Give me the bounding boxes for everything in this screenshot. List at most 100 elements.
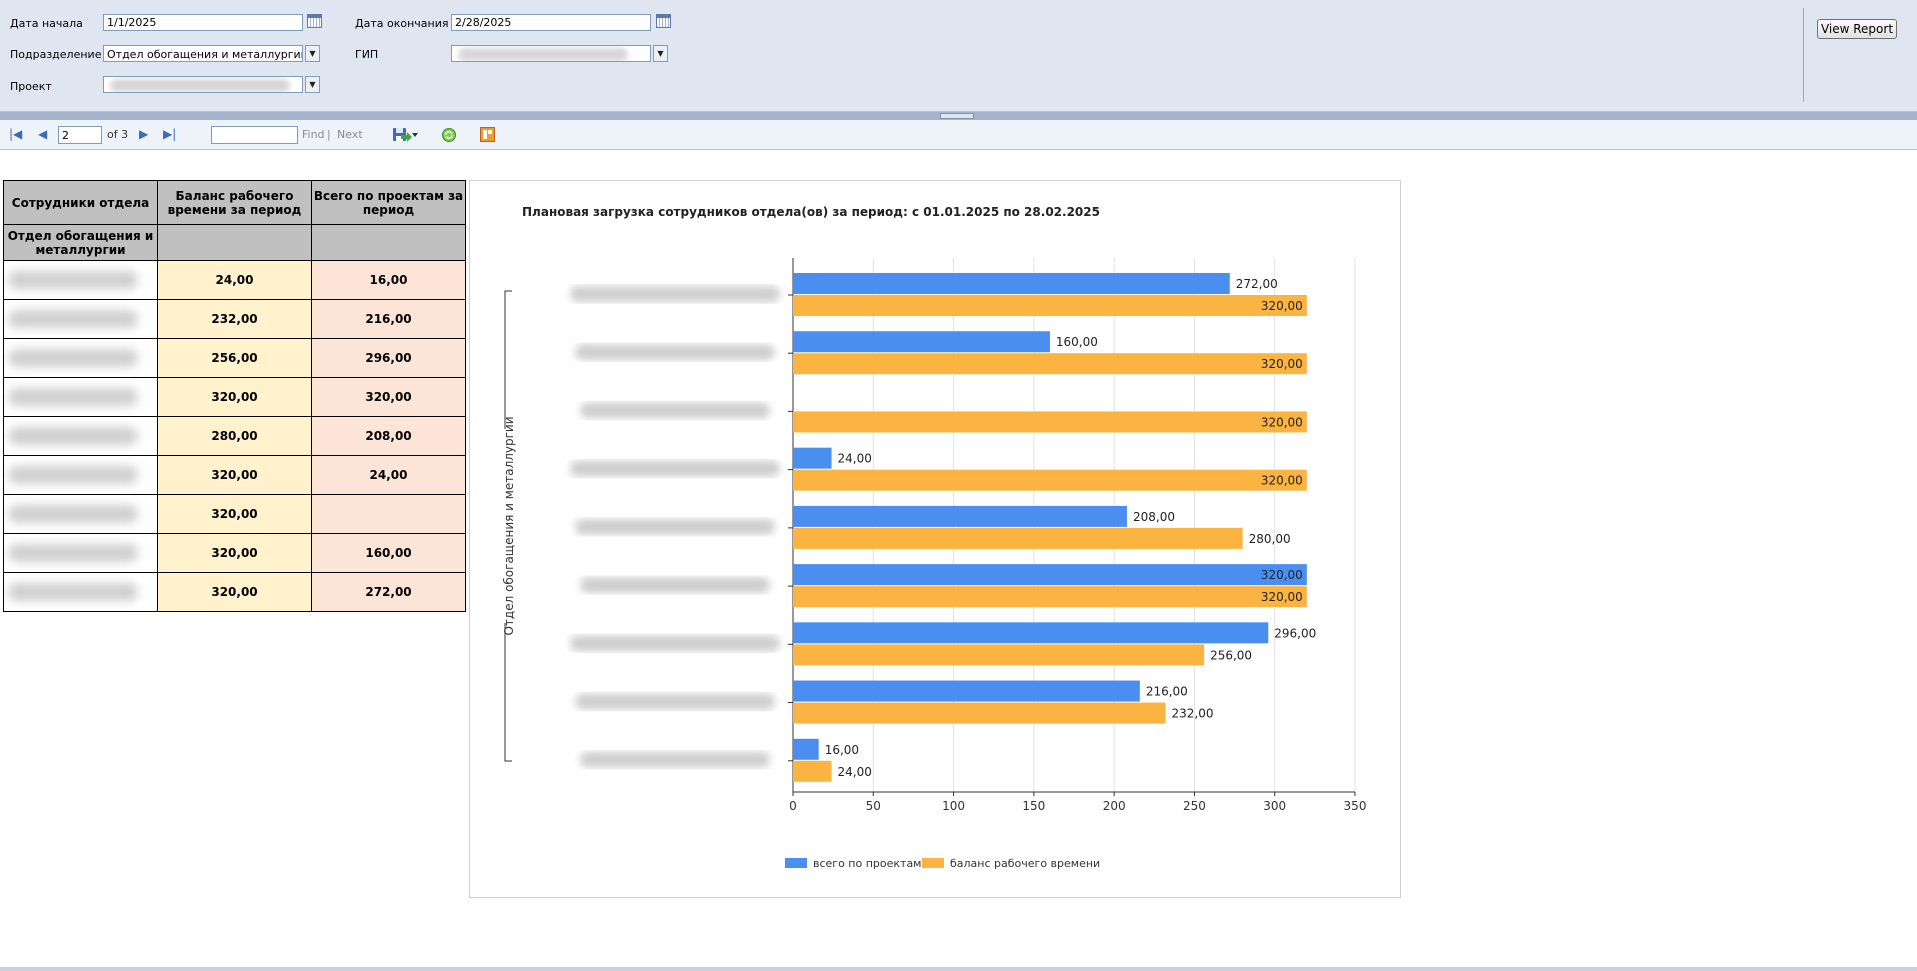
report-toolbar: |◀ ◀ of 3 ▶ ▶| Find | Next bbox=[0, 120, 1917, 150]
bar bbox=[793, 564, 1307, 586]
parameters-panel: Дата начала Дата окончания Подразделение… bbox=[0, 0, 1917, 112]
x-tick-label: 100 bbox=[942, 799, 965, 813]
data-label: 320,00 bbox=[1261, 474, 1303, 488]
calendar-icon[interactable] bbox=[307, 14, 322, 28]
chevron-down-icon[interactable]: ▼ bbox=[305, 76, 320, 93]
employee-name-cell bbox=[3, 533, 158, 573]
previous-page-icon[interactable]: ◀ bbox=[38, 127, 48, 141]
data-label: 232,00 bbox=[1172, 707, 1214, 721]
table-row: 320,00 bbox=[3, 494, 466, 534]
redacted-name bbox=[8, 310, 138, 328]
employee-name-cell bbox=[3, 299, 158, 339]
bar bbox=[793, 273, 1230, 294]
project-label: Проект bbox=[10, 80, 52, 93]
print-icon[interactable] bbox=[480, 127, 495, 142]
projects-cell: 320,00 bbox=[311, 377, 466, 417]
redacted-category-label bbox=[575, 344, 775, 361]
chevron-down-icon[interactable]: ▼ bbox=[653, 45, 668, 62]
bar bbox=[793, 680, 1140, 702]
refresh-icon[interactable] bbox=[441, 127, 457, 143]
employees-table: Сотрудники отдела Баланс рабочего времен… bbox=[3, 180, 466, 612]
employee-name-cell bbox=[3, 572, 158, 612]
projects-cell: 216,00 bbox=[311, 299, 466, 339]
data-label: 216,00 bbox=[1146, 685, 1188, 699]
employee-name-cell bbox=[3, 416, 158, 456]
bar bbox=[793, 586, 1307, 608]
data-label: 296,00 bbox=[1274, 626, 1316, 640]
legend-swatch bbox=[785, 858, 807, 868]
gip-select[interactable] bbox=[451, 45, 651, 62]
end-date-input[interactable] bbox=[451, 14, 651, 31]
redacted-category-label bbox=[570, 286, 780, 302]
data-label: 320,00 bbox=[1261, 415, 1303, 429]
project-select[interactable] bbox=[103, 76, 303, 93]
start-date-label: Дата начала bbox=[10, 17, 83, 30]
redacted-name bbox=[8, 427, 138, 445]
x-tick-label: 250 bbox=[1183, 799, 1206, 813]
page-number-input[interactable] bbox=[58, 126, 102, 144]
data-label: 24,00 bbox=[838, 452, 872, 466]
next-link[interactable]: Next bbox=[337, 128, 363, 141]
legend-label: баланс рабочего времени bbox=[950, 857, 1100, 870]
x-tick-label: 0 bbox=[789, 799, 797, 813]
calendar-icon[interactable] bbox=[656, 14, 671, 28]
redacted-name bbox=[8, 271, 138, 289]
find-link[interactable]: Find bbox=[302, 128, 325, 141]
status-bar bbox=[0, 967, 1917, 971]
balance-cell: 320,00 bbox=[157, 533, 312, 573]
workload-chart: Плановая загрузка сотрудников отдела(ов)… bbox=[469, 180, 1401, 898]
start-date-input[interactable] bbox=[103, 14, 303, 31]
projects-cell: 296,00 bbox=[311, 338, 466, 378]
employee-name-cell bbox=[3, 494, 158, 534]
table-header-row: Сотрудники отдела Баланс рабочего времен… bbox=[3, 180, 466, 225]
bar bbox=[793, 702, 1166, 724]
view-report-button[interactable]: View Report bbox=[1817, 19, 1897, 39]
bar bbox=[793, 469, 1307, 491]
data-label: 272,00 bbox=[1236, 277, 1278, 291]
projects-cell: 24,00 bbox=[311, 455, 466, 495]
divider bbox=[1803, 8, 1804, 102]
end-date-label: Дата окончания bbox=[355, 17, 449, 30]
next-page-icon[interactable]: ▶ bbox=[139, 127, 149, 141]
table-row: 24,00 16,00 bbox=[3, 260, 466, 300]
x-tick-label: 350 bbox=[1344, 799, 1367, 813]
bar bbox=[793, 295, 1307, 316]
bar bbox=[793, 760, 832, 782]
redacted-category-label bbox=[575, 693, 775, 710]
bar bbox=[793, 738, 819, 760]
collapse-handle[interactable] bbox=[940, 113, 974, 119]
last-page-icon[interactable]: ▶| bbox=[163, 127, 177, 141]
projects-cell: 208,00 bbox=[311, 416, 466, 456]
first-page-icon[interactable]: |◀ bbox=[9, 127, 23, 141]
data-label: 280,00 bbox=[1249, 532, 1291, 546]
data-label: 256,00 bbox=[1210, 648, 1252, 662]
redacted-name bbox=[8, 349, 138, 367]
panel-splitter[interactable] bbox=[0, 112, 1917, 120]
balance-cell: 320,00 bbox=[157, 572, 312, 612]
department-select[interactable]: Отдел обогащения и металлургии bbox=[103, 45, 303, 62]
redacted-name bbox=[8, 544, 138, 562]
data-label: 320,00 bbox=[1261, 299, 1303, 313]
legend-label: всего по проектам bbox=[813, 857, 922, 870]
balance-cell: 280,00 bbox=[157, 416, 312, 456]
find-separator: | bbox=[327, 128, 331, 141]
redacted-value bbox=[458, 48, 628, 61]
chart-title: Плановая загрузка сотрудников отдела(ов)… bbox=[522, 205, 1100, 219]
redacted-category-label bbox=[575, 518, 775, 535]
department-row: Отдел обогащения и металлургии bbox=[3, 224, 466, 261]
group-label-bg bbox=[499, 429, 513, 623]
redacted-name bbox=[8, 505, 138, 523]
data-label: 208,00 bbox=[1133, 510, 1175, 524]
redacted-category-label bbox=[580, 751, 770, 768]
table-row: 320,00 272,00 bbox=[3, 572, 466, 612]
header-employees: Сотрудники отдела bbox=[3, 180, 158, 225]
table-row: 280,00 208,00 bbox=[3, 416, 466, 456]
x-tick-label: 200 bbox=[1103, 799, 1126, 813]
table-row: 320,00 160,00 bbox=[3, 533, 466, 573]
bar bbox=[793, 331, 1050, 353]
bar bbox=[793, 447, 832, 469]
find-input[interactable] bbox=[211, 126, 298, 144]
chevron-down-icon[interactable]: ▼ bbox=[305, 45, 320, 62]
projects-cell bbox=[311, 494, 466, 534]
export-icon[interactable] bbox=[392, 126, 418, 144]
